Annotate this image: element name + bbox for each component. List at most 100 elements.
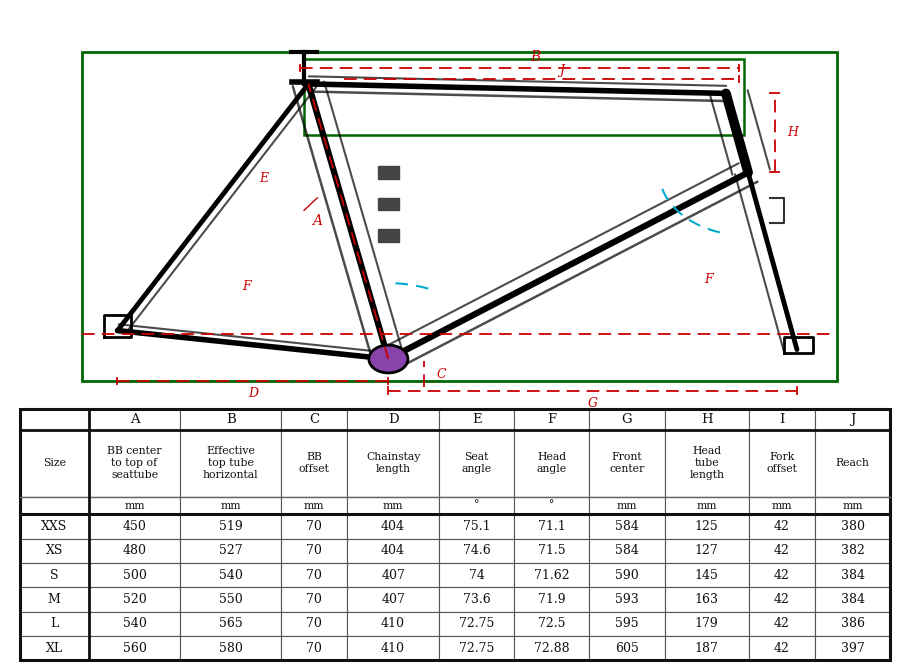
Text: 127: 127 [695, 544, 719, 558]
Text: 590: 590 [615, 568, 639, 582]
Bar [82, 52, 837, 381]
Bar [180, 612, 281, 636]
Bar [348, 409, 439, 430]
Bar [439, 612, 514, 636]
Text: 70: 70 [307, 617, 322, 630]
Text: G: G [622, 413, 632, 426]
Bar [88, 430, 180, 497]
Text: C: C [437, 368, 447, 381]
Bar [815, 514, 890, 539]
Text: 72.88: 72.88 [534, 641, 570, 655]
Text: 565: 565 [219, 617, 243, 630]
Bar [514, 430, 590, 497]
Bar [749, 587, 815, 612]
Bar [590, 409, 664, 430]
Text: 500: 500 [123, 568, 147, 582]
Bar [348, 497, 439, 514]
Bar [514, 587, 590, 612]
Text: 605: 605 [615, 641, 639, 655]
Bar [749, 430, 815, 497]
Text: mm: mm [696, 501, 717, 511]
Bar [348, 612, 439, 636]
Bar [664, 587, 749, 612]
Bar [20, 636, 88, 660]
Text: 42: 42 [774, 593, 790, 606]
Bar [514, 539, 590, 563]
Bar [664, 539, 749, 563]
Bar [664, 409, 749, 430]
Bar [88, 636, 180, 660]
Bar [281, 636, 348, 660]
Text: 560: 560 [123, 641, 147, 655]
Bar [815, 497, 890, 514]
Bar [815, 587, 890, 612]
Text: 593: 593 [615, 593, 639, 606]
Bar [439, 539, 514, 563]
Bar [749, 612, 815, 636]
Text: 70: 70 [307, 641, 322, 655]
Text: 584: 584 [615, 544, 639, 558]
Text: 407: 407 [381, 568, 405, 582]
Bar [180, 587, 281, 612]
Bar [378, 198, 399, 211]
Bar [749, 409, 815, 430]
Bar [281, 612, 348, 636]
Bar [281, 409, 348, 430]
Bar [439, 636, 514, 660]
Text: 410: 410 [381, 641, 405, 655]
Bar [378, 229, 399, 242]
Text: 410: 410 [381, 617, 405, 630]
Text: 72.75: 72.75 [459, 617, 494, 630]
Bar [664, 563, 749, 587]
Bar [439, 409, 514, 430]
Text: H: H [787, 126, 798, 140]
Text: 580: 580 [218, 641, 243, 655]
Text: 70: 70 [307, 544, 322, 558]
Text: BB center
to top of
seattube: BB center to top of seattube [107, 446, 162, 480]
Text: 540: 540 [123, 617, 147, 630]
Bar [590, 612, 664, 636]
Text: 125: 125 [695, 520, 719, 533]
Bar [348, 563, 439, 587]
Bar [815, 430, 890, 497]
Bar [20, 514, 88, 539]
Text: 71.1: 71.1 [538, 520, 566, 533]
Text: F: F [242, 280, 250, 293]
Text: 145: 145 [695, 568, 719, 582]
Text: 527: 527 [219, 544, 243, 558]
Bar [88, 514, 180, 539]
Bar [20, 497, 88, 514]
Text: 384: 384 [841, 568, 864, 582]
Bar [88, 612, 180, 636]
Bar [664, 636, 749, 660]
Bar [88, 497, 180, 514]
Bar [88, 539, 180, 563]
Bar [348, 539, 439, 563]
Text: 380: 380 [841, 520, 864, 533]
Text: Chainstay
length: Chainstay length [366, 452, 420, 474]
Bar [281, 430, 348, 497]
Text: 404: 404 [381, 520, 405, 533]
Bar [664, 497, 749, 514]
Bar [180, 409, 281, 430]
Text: mm: mm [383, 501, 403, 511]
Text: 163: 163 [694, 593, 719, 606]
Bar [281, 563, 348, 587]
Text: J: J [850, 413, 855, 426]
Text: Head
angle: Head angle [537, 452, 567, 474]
Text: 407: 407 [381, 593, 405, 606]
Text: Seat
angle: Seat angle [461, 452, 491, 474]
Text: Front
center: Front center [610, 452, 644, 474]
Text: 450: 450 [123, 520, 147, 533]
Text: C: C [309, 413, 319, 426]
Text: 397: 397 [841, 641, 864, 655]
Bar [439, 497, 514, 514]
Text: 42: 42 [774, 520, 790, 533]
Text: BB
offset: BB offset [298, 452, 329, 474]
Bar [590, 563, 664, 587]
Bar [348, 514, 439, 539]
Bar [664, 514, 749, 539]
Text: E: E [471, 413, 481, 426]
Text: 595: 595 [615, 617, 639, 630]
Bar [815, 539, 890, 563]
